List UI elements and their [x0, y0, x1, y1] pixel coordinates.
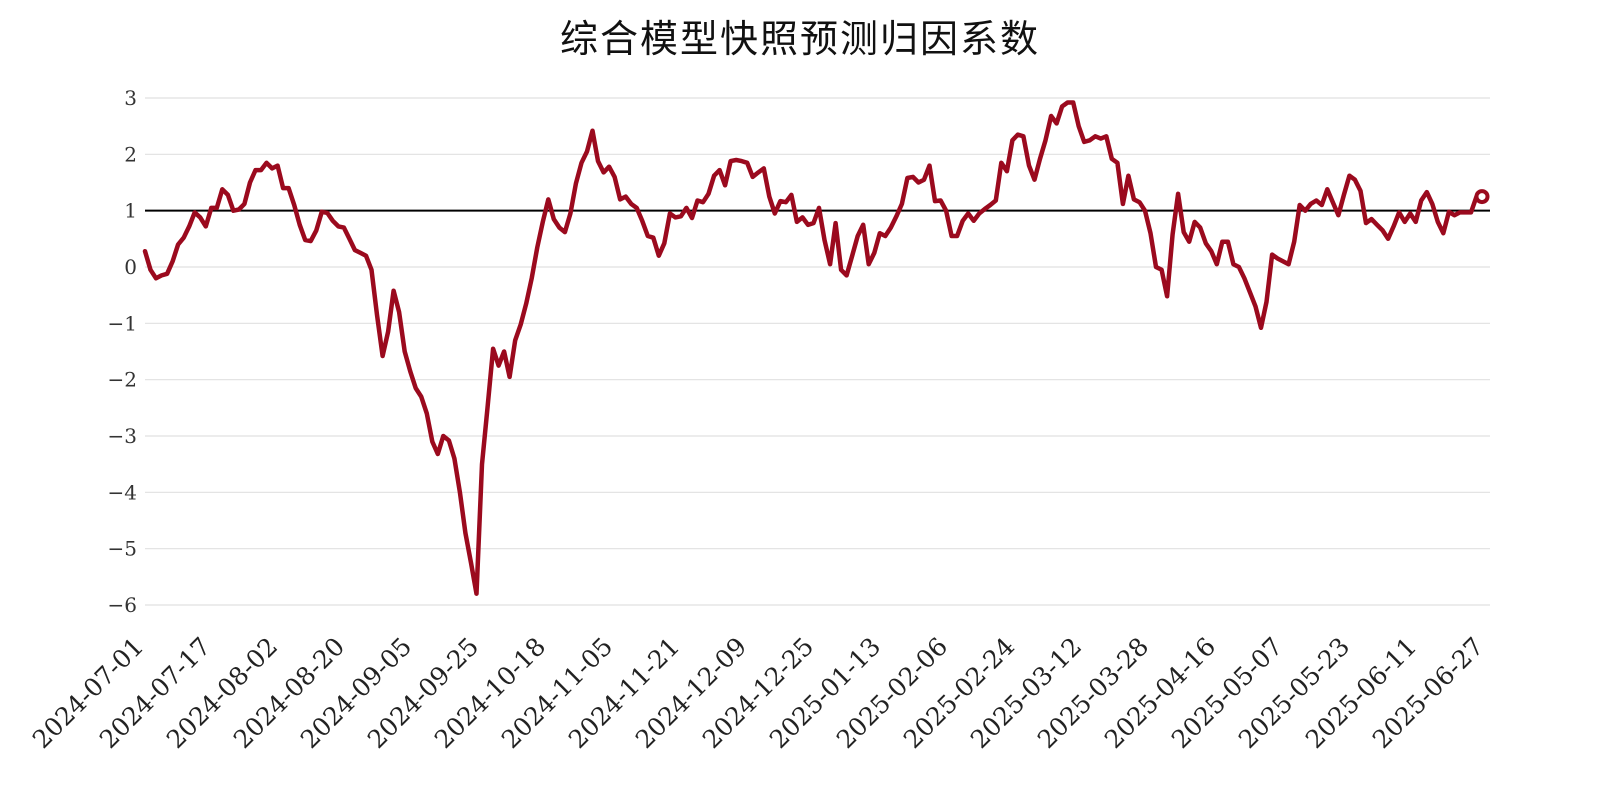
y-axis-ticks: 3 2 1 0 −1 −2 −3 −4 −5 −6 [108, 86, 137, 617]
grid-layer [145, 97, 1490, 606]
y-tick-label: 2 [124, 142, 137, 166]
y-tick-label: 3 [124, 86, 137, 110]
y-tick-label: −1 [108, 311, 137, 335]
last-point-marker [1474, 189, 1490, 205]
y-tick-label: 1 [124, 199, 137, 223]
series-layer [142, 100, 1490, 596]
y-tick-label: −6 [108, 593, 137, 617]
y-tick-label: 0 [124, 255, 137, 279]
chart-title: 综合模型快照预测归因系数 [559, 17, 1040, 61]
series-line [142, 100, 1485, 596]
y-tick-label: −2 [108, 368, 137, 392]
y-tick-label: −5 [108, 537, 137, 561]
x-axis-ticks: 2024-07-012024-07-172024-08-022024-08-20… [27, 632, 1489, 754]
y-tick-label: −3 [108, 424, 137, 448]
y-tick-label: −4 [108, 480, 137, 504]
